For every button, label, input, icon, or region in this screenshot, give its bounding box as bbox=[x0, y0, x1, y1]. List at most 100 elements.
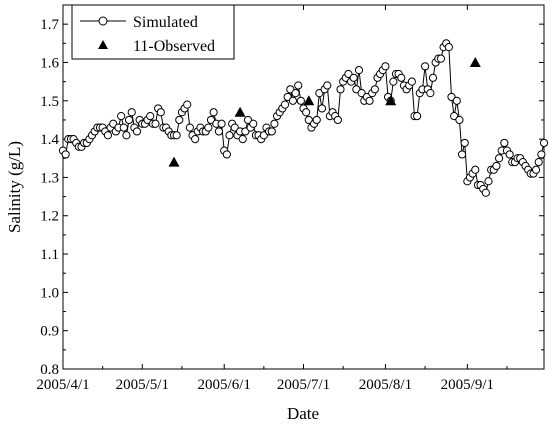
series-simulated-point bbox=[267, 127, 276, 136]
series-simulated-point bbox=[436, 54, 446, 63]
series-simulated-point bbox=[61, 150, 70, 159]
series-simulated-point bbox=[500, 138, 509, 148]
series-simulated-point bbox=[127, 108, 136, 117]
series-simulated-point bbox=[365, 96, 374, 105]
x-tick-label: 2005/9/1 bbox=[441, 377, 494, 393]
series-simulated-point bbox=[209, 108, 218, 117]
series-layer bbox=[58, 39, 549, 197]
series-simulated-point bbox=[420, 62, 430, 71]
series-simulated-point bbox=[323, 81, 332, 90]
series-simulated-point bbox=[381, 62, 390, 71]
series-simulated-point bbox=[349, 73, 358, 82]
y-tick-label: 0.8 bbox=[40, 362, 59, 378]
series-simulated-point bbox=[333, 115, 342, 125]
y-axis-label: Salinity (g/L) bbox=[5, 141, 24, 233]
legend-simulated-marker bbox=[98, 16, 108, 26]
series-simulated-point bbox=[249, 119, 258, 128]
series-simulated-point bbox=[132, 127, 142, 136]
series-simulated-point bbox=[175, 115, 184, 125]
series-simulated-point bbox=[214, 127, 224, 136]
x-tick-label: 2005/8/1 bbox=[359, 377, 412, 393]
series-simulated-point bbox=[270, 119, 279, 128]
legend-observed-marker bbox=[98, 40, 108, 49]
series-simulated-point bbox=[354, 66, 364, 75]
series-simulated-point bbox=[484, 177, 493, 186]
y-tick-label: 1.5 bbox=[40, 94, 59, 110]
series-simulated-point bbox=[122, 131, 131, 140]
series-observed-point bbox=[303, 95, 315, 106]
legend-observed-label: 11-Observed bbox=[133, 38, 215, 55]
x-axis-label: Date bbox=[287, 404, 319, 423]
y-tick-label: 1.1 bbox=[40, 247, 59, 263]
y-tick-label: 1.6 bbox=[40, 55, 59, 71]
series-simulated-point bbox=[183, 100, 192, 109]
series-simulated-point bbox=[531, 165, 541, 174]
plot-frame bbox=[62, 4, 545, 370]
series-simulated-point bbox=[302, 108, 311, 117]
series-simulated-point bbox=[537, 150, 546, 159]
series-simulated-point bbox=[444, 43, 453, 52]
x-tick-label: 2005/5/1 bbox=[116, 377, 169, 393]
series-simulated-point bbox=[225, 131, 234, 140]
y-tick-label: 0.9 bbox=[40, 324, 59, 340]
series-simulated-point bbox=[119, 123, 128, 132]
x-tick-label: 2005/4/1 bbox=[36, 377, 89, 393]
series-simulated-point bbox=[397, 73, 406, 82]
series-simulated-point bbox=[217, 119, 226, 128]
y-tick-label: 1.2 bbox=[40, 209, 59, 225]
y-tick-label: 1.3 bbox=[40, 170, 59, 186]
series-simulated-point bbox=[151, 119, 160, 128]
series-simulated-point bbox=[370, 85, 379, 94]
series-simulated-point bbox=[294, 81, 303, 90]
series-simulated-point bbox=[457, 150, 467, 159]
series-simulated-point bbox=[389, 77, 398, 86]
y-tick-label: 1.0 bbox=[40, 285, 59, 301]
series-simulated-point bbox=[146, 112, 155, 121]
series-simulated-point bbox=[407, 77, 416, 86]
series-simulated-point bbox=[455, 115, 464, 125]
x-tick-label: 2005/7/1 bbox=[277, 377, 330, 393]
legend-simulated-label: Simulated bbox=[133, 14, 198, 31]
series-simulated-point bbox=[539, 138, 549, 148]
series-simulated-point bbox=[336, 85, 345, 94]
series-simulated-point bbox=[288, 96, 298, 105]
series-simulated-point bbox=[452, 96, 461, 105]
series-simulated-point bbox=[534, 157, 543, 167]
legend-box bbox=[71, 4, 235, 60]
y-tick-label: 1.7 bbox=[40, 17, 59, 33]
series-simulated-point bbox=[103, 131, 113, 140]
series-simulated-point bbox=[460, 138, 469, 148]
series-simulated-point bbox=[185, 123, 194, 132]
series-simulated-point bbox=[505, 150, 514, 159]
series-simulated-point bbox=[124, 115, 134, 125]
y-axis: 0.8 0.9 1.0 1.1 1.2 1.3 1.4 1.5 1.6 1.7 bbox=[40, 17, 544, 378]
series-simulated-point bbox=[296, 96, 305, 105]
series-observed-point bbox=[234, 106, 246, 117]
series-simulated-point bbox=[312, 115, 321, 125]
series-simulated-point bbox=[238, 135, 247, 144]
series-observed-point bbox=[469, 56, 481, 67]
series-simulated-point bbox=[172, 131, 181, 140]
legend: Simulated 11-Observed bbox=[71, 4, 235, 60]
y-tick-label: 1.4 bbox=[40, 132, 59, 148]
series-observed-point bbox=[168, 156, 180, 167]
series-simulated-point bbox=[204, 123, 213, 132]
series-simulated-point bbox=[117, 112, 126, 121]
series-simulated-point bbox=[222, 150, 231, 159]
series-observed-point bbox=[385, 95, 397, 106]
series-simulated-point bbox=[413, 112, 422, 121]
series-simulated-point bbox=[317, 104, 327, 113]
series-simulated-point bbox=[481, 188, 490, 197]
series-simulated-point bbox=[291, 89, 300, 98]
series-simulated-point bbox=[492, 161, 501, 171]
x-tick-label: 2005/6/1 bbox=[198, 377, 251, 393]
series-simulated-point bbox=[471, 165, 480, 174]
x-axis: 2005/4/1 2005/5/1 2005/6/1 2005/7/1 2005/8/1… bbox=[36, 5, 508, 393]
series-simulated-point bbox=[156, 108, 165, 117]
series-simulated-point bbox=[191, 135, 200, 144]
series-simulated-point bbox=[280, 100, 290, 109]
series-simulated-point bbox=[428, 73, 438, 82]
series-simulated-point bbox=[494, 154, 504, 163]
series-simulated-point bbox=[426, 89, 435, 98]
